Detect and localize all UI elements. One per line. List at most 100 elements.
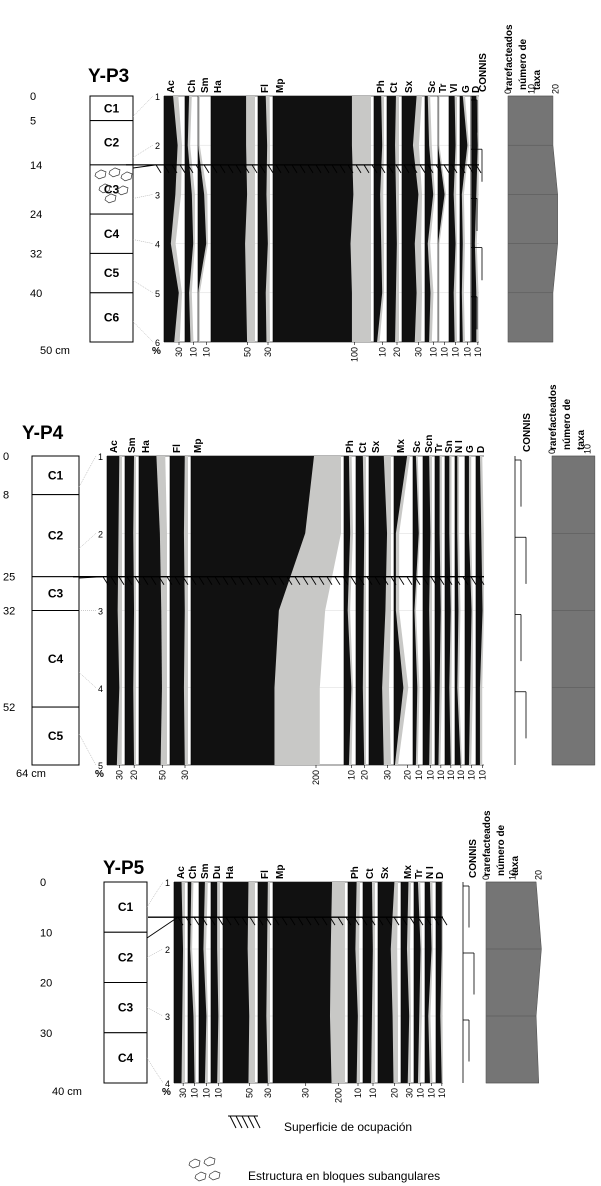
taxon-label: Tr	[438, 83, 449, 93]
sample-number: 4	[165, 1079, 170, 1089]
surface-hatch	[299, 164, 306, 174]
rarefaction-label: rarefacteados	[482, 810, 493, 876]
surface-hatch	[238, 576, 245, 585]
surface-hatch	[427, 164, 434, 174]
percentage-curve	[435, 456, 441, 765]
surface-hatch	[251, 164, 258, 174]
rarefaction-tick: 10	[527, 84, 537, 94]
percentage-curve	[164, 96, 179, 342]
surface-hatch	[203, 164, 210, 174]
surface-hatch	[219, 164, 226, 174]
depth-tick: 0	[30, 91, 36, 103]
percentage-curve	[174, 882, 184, 1083]
legend-label-surface: Superficie de ocupación	[284, 1120, 412, 1134]
tick-label: 30	[414, 347, 424, 357]
tick-label: 50	[157, 770, 167, 780]
surface-hatch	[206, 576, 213, 585]
surface-hatch	[185, 916, 192, 926]
legend-hatch-symbol	[228, 1115, 261, 1129]
tick-label: 10	[353, 1088, 363, 1098]
surface-hatch	[214, 576, 221, 585]
percentage-curve	[211, 882, 219, 1083]
sample-leader	[132, 239, 154, 244]
percentage-curve	[449, 96, 456, 342]
surface-hatch	[353, 916, 360, 926]
diagram-y-p5: Y-P5 C1 C2 C3 C4 0 10 20 30 40 cm 1 2 3 4% Ac 30 Ch 10 Sm 1…	[40, 810, 544, 1103]
surface-hatch	[222, 576, 229, 585]
surface-hatch	[403, 164, 410, 174]
surface-connector	[132, 164, 157, 169]
surface-hatch	[422, 576, 429, 585]
tick-label: 10	[463, 347, 473, 357]
percentage-curve	[460, 96, 468, 342]
sample-number: 2	[155, 141, 160, 151]
sample-number: 1	[98, 452, 103, 462]
tick-label: 10	[214, 1088, 224, 1098]
taxon-mx: Mx 20	[393, 439, 412, 780]
sample-number: 5	[98, 761, 103, 771]
surface-hatch	[401, 916, 408, 926]
depth-tick: 0	[3, 451, 9, 463]
percentage-curve	[455, 456, 461, 765]
taxon-label: Fl	[260, 84, 271, 93]
depth-tick: 32	[30, 248, 42, 260]
sample-leader	[146, 1007, 164, 1017]
sample-leader	[132, 95, 154, 117]
tick-label: 10	[416, 1088, 426, 1098]
depth-tick: 32	[3, 606, 15, 618]
surface-hatch	[459, 164, 466, 174]
zone-label: C3	[104, 182, 120, 196]
taxon-mp: Mp 200	[190, 439, 341, 785]
taxon-sx: Sx 20	[377, 866, 400, 1098]
tick-label: 50	[245, 1088, 255, 1098]
taxon-tr: Tr 10	[413, 869, 426, 1098]
depth-tick: 30	[40, 1028, 52, 1040]
surface-hatch	[369, 916, 376, 926]
taxon-label: Mp	[275, 79, 286, 93]
tick-label: 10	[437, 1088, 447, 1098]
rarefaction-label: número de	[518, 38, 529, 90]
taxon-ha: Ha 50	[210, 80, 255, 357]
surface-hatch	[227, 164, 234, 174]
surface-hatch	[243, 164, 250, 174]
surface-hatch	[254, 576, 261, 585]
taxon-label: Ac	[166, 80, 177, 93]
depth-unit: 50 cm	[40, 345, 70, 357]
tick-label: 10	[451, 347, 461, 357]
surface-hatch	[475, 164, 482, 174]
taxon-ph: Ph 10	[343, 440, 357, 780]
surface-hatch	[454, 576, 461, 585]
surface-hatch	[433, 916, 440, 926]
taxon-label: Fl	[260, 870, 271, 879]
surface-hatch	[302, 576, 309, 585]
surface-hatch	[291, 164, 298, 174]
taxon-label: N I	[425, 866, 436, 879]
tick-label: 10	[467, 770, 477, 780]
surface-hatch	[286, 576, 293, 585]
taxon-mp: Mp 100	[272, 79, 371, 362]
percentage-curve	[348, 882, 358, 1083]
taxon-ha: Ha 50	[138, 440, 167, 780]
occupation-surface	[146, 916, 448, 939]
tick-label: 10	[456, 770, 466, 780]
tick-label: 10	[478, 770, 488, 780]
surface-hatch	[179, 164, 186, 174]
surface-hatch	[270, 576, 277, 585]
percentage-curve	[423, 456, 431, 765]
tick-label: 20	[359, 770, 369, 780]
connis-label: CONNIS	[468, 839, 479, 878]
surface-hatch	[193, 916, 200, 926]
taxon-label: Ha	[225, 866, 236, 879]
taxon-sm: Sm 10	[198, 863, 212, 1098]
sample-number: 5	[155, 289, 160, 299]
percentage-curve	[363, 882, 373, 1083]
occupation-surface	[73, 576, 485, 585]
percentage-curve	[211, 96, 248, 342]
surface-hatch	[347, 164, 354, 174]
legend-blocks-symbol	[188, 1156, 221, 1182]
percent-label: %	[162, 1087, 171, 1098]
zone-box	[103, 931, 148, 983]
zone-box	[31, 455, 80, 496]
zone-label: C2	[104, 136, 120, 150]
